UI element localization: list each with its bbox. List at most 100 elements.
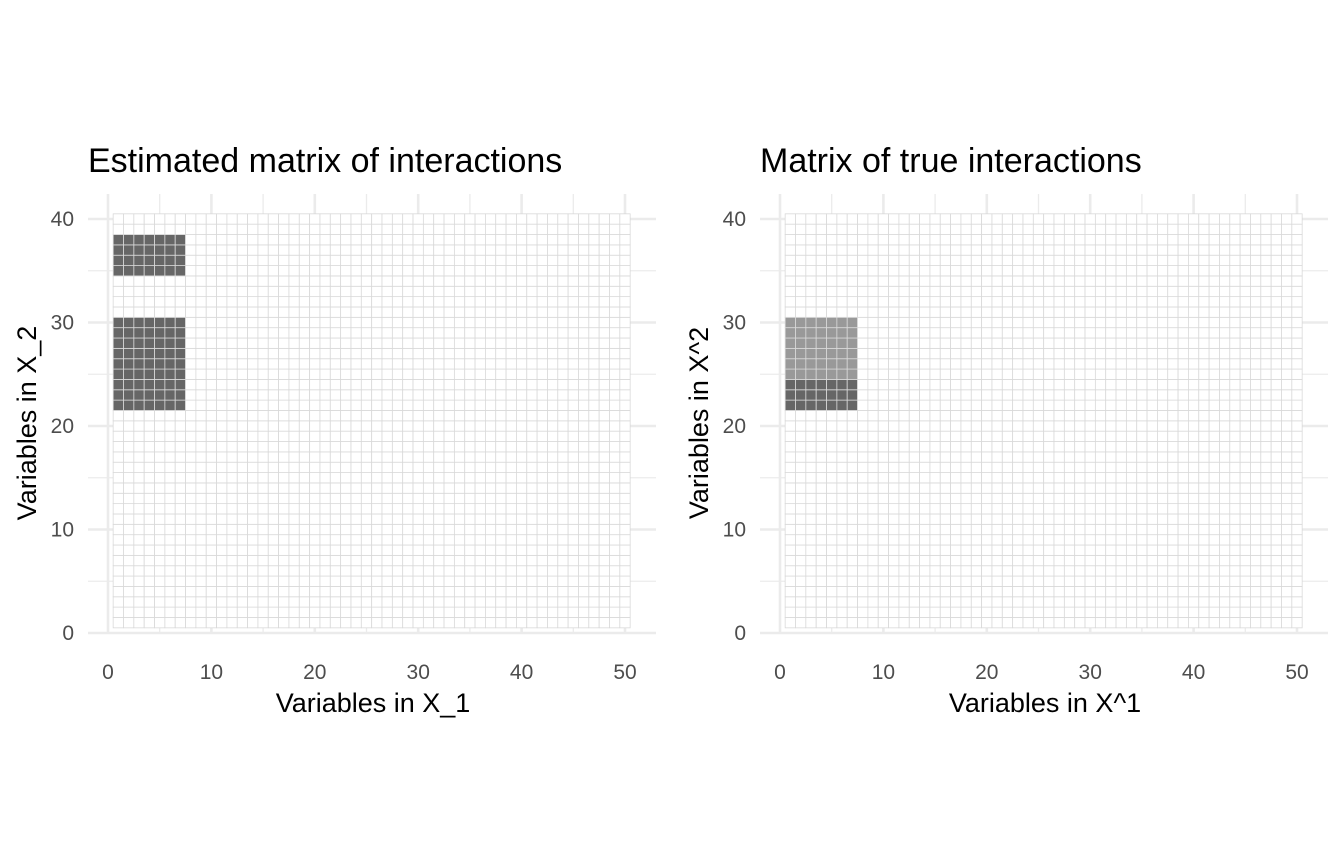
heatmap-cell — [257, 337, 269, 349]
heatmap-cell — [453, 523, 466, 536]
heatmap-cell — [1105, 575, 1117, 587]
heatmap-cell — [609, 306, 621, 318]
heatmap-cell-filled — [815, 379, 827, 391]
heatmap-cell — [412, 306, 424, 318]
heatmap-cell — [898, 306, 910, 318]
heatmap-cell — [1074, 523, 1086, 536]
heatmap-cell — [1136, 265, 1148, 277]
heatmap-cell-filled — [133, 316, 145, 329]
heatmap-cell — [267, 306, 280, 318]
heatmap-cell — [888, 565, 900, 577]
heatmap-cell — [288, 544, 300, 556]
heatmap-cell — [815, 275, 827, 287]
heatmap-cell — [857, 586, 869, 598]
heatmap-cell — [619, 606, 631, 618]
heatmap-cell — [319, 244, 331, 256]
heatmap-cell — [1291, 606, 1303, 618]
heatmap-cell — [867, 523, 879, 536]
heatmap-cell — [795, 534, 807, 546]
heatmap-cell — [1198, 379, 1210, 391]
heatmap-cell — [1053, 296, 1065, 308]
heatmap-cell — [929, 265, 941, 277]
heatmap-cell — [578, 223, 590, 235]
heatmap-cell — [257, 472, 269, 484]
heatmap-cell — [505, 544, 517, 556]
heatmap-cell — [1146, 503, 1158, 515]
heatmap-cell — [939, 513, 952, 525]
heatmap-cell — [164, 586, 176, 598]
heatmap-cell — [309, 285, 321, 298]
heatmap-cell — [1198, 534, 1210, 546]
heatmap-cell — [1146, 285, 1158, 298]
heatmap-cell — [950, 565, 962, 577]
heatmap-cell — [1094, 596, 1107, 608]
heatmap-cell — [381, 430, 393, 442]
heatmap-cell — [278, 410, 290, 422]
heatmap-cell — [464, 234, 476, 246]
heatmap-cell — [1229, 306, 1241, 318]
heatmap-cell — [174, 523, 186, 536]
heatmap-cell — [505, 575, 517, 587]
heatmap-cell — [216, 565, 228, 577]
heatmap-cell — [805, 617, 817, 629]
heatmap-cell — [908, 223, 920, 235]
heatmap-cell — [1260, 420, 1272, 432]
heatmap-cell — [371, 213, 383, 225]
heatmap-cell — [1032, 213, 1045, 225]
heatmap-cell — [991, 441, 1003, 453]
heatmap-cell — [505, 389, 517, 401]
heatmap-cell — [536, 420, 548, 432]
heatmap-cell — [236, 275, 248, 287]
heatmap-cell — [867, 554, 879, 567]
heatmap-cell — [1188, 420, 1200, 432]
heatmap-cell — [1219, 327, 1231, 339]
heatmap-cell — [836, 254, 848, 266]
heatmap-cell — [1281, 503, 1293, 515]
heatmap-cell-filled — [123, 316, 135, 329]
heatmap-cell — [402, 368, 414, 380]
heatmap-cell — [443, 523, 455, 536]
heatmap-cell — [1105, 565, 1117, 577]
heatmap-cell — [619, 379, 631, 391]
heatmap-cell — [1250, 430, 1262, 442]
heatmap-cell — [1115, 306, 1127, 318]
heatmap-cell — [309, 461, 321, 473]
heatmap-cell — [867, 513, 879, 525]
heatmap-cell — [1188, 586, 1200, 598]
heatmap-cell — [412, 420, 424, 432]
heatmap-cell — [1208, 327, 1220, 339]
heatmap-cell — [1281, 244, 1293, 256]
heatmap-cell — [557, 275, 569, 287]
heatmap-cell — [453, 554, 466, 567]
heatmap-cell — [919, 265, 931, 277]
heatmap-cell — [898, 389, 910, 401]
heatmap-cell — [195, 430, 207, 442]
heatmap-cell — [1198, 482, 1210, 494]
heatmap-cell — [1022, 337, 1034, 349]
heatmap-cell — [1105, 451, 1117, 463]
heatmap-cell — [226, 596, 238, 608]
heatmap-cell — [1219, 441, 1231, 453]
heatmap-cell — [422, 399, 435, 411]
heatmap-cell — [474, 296, 486, 308]
heatmap-cell — [298, 534, 311, 546]
heatmap-cell — [1250, 358, 1262, 370]
heatmap-cell — [588, 254, 600, 266]
heatmap-cell — [1043, 265, 1055, 277]
heatmap-cell — [381, 617, 393, 629]
heatmap-cell — [381, 565, 393, 577]
heatmap-cell — [1291, 410, 1303, 422]
heatmap-cell — [970, 285, 983, 298]
heatmap-cell — [329, 316, 342, 329]
heatmap-cell — [981, 441, 993, 453]
heatmap-cell — [960, 306, 972, 318]
heatmap-cell — [422, 213, 435, 225]
heatmap-cell — [547, 451, 559, 463]
heatmap-cell-filled — [133, 368, 145, 380]
heatmap-cell — [226, 347, 238, 360]
heatmap-cell — [402, 544, 414, 556]
heatmap-cell — [970, 213, 983, 225]
heatmap-cell — [867, 565, 879, 577]
heatmap-cell — [216, 596, 228, 608]
heatmap-cell — [526, 368, 538, 380]
